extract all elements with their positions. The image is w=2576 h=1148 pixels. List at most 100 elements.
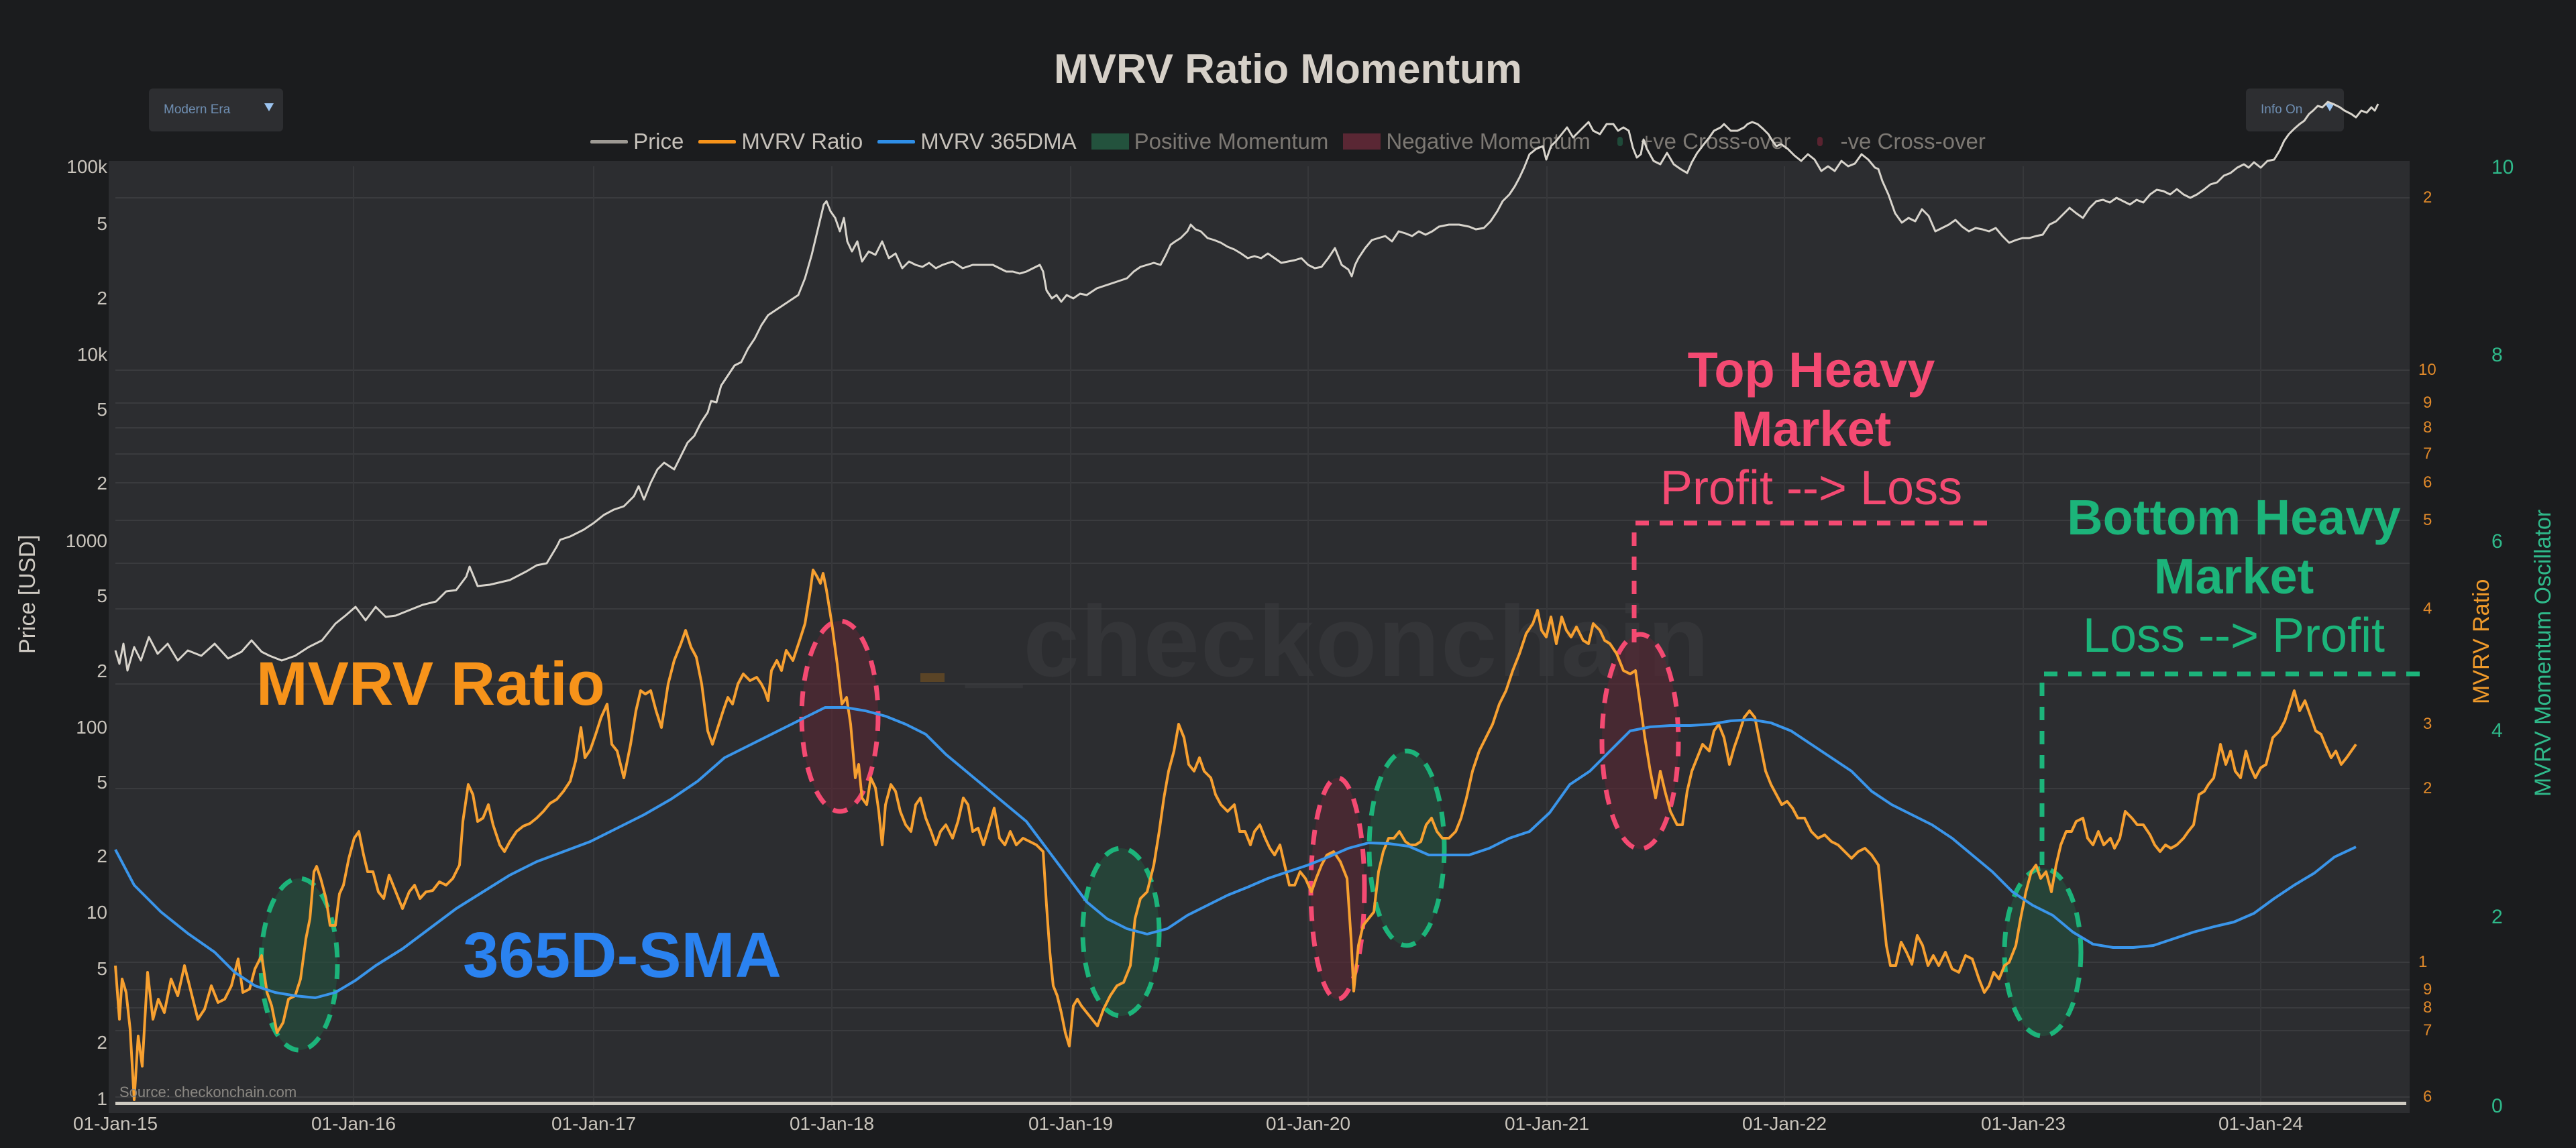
y-tick: 2 bbox=[97, 846, 107, 866]
chevron-down-icon bbox=[264, 103, 274, 111]
y-tick: 10 bbox=[86, 902, 107, 923]
y-tick: 5 bbox=[97, 772, 107, 793]
mvrv-axis-title: MVRV Ratio bbox=[2469, 579, 2494, 704]
y-tick: 2 bbox=[97, 288, 107, 308]
mvrv-tick: 2 bbox=[2423, 779, 2432, 797]
oscillator-tick: 0 bbox=[2491, 1095, 2503, 1117]
y-tick: 2 bbox=[97, 661, 107, 681]
y-tick: 2 bbox=[97, 1032, 107, 1053]
y-tick: 5 bbox=[97, 958, 107, 979]
y-tick: 5 bbox=[97, 585, 107, 606]
mvrv-tick: 7 bbox=[2423, 445, 2432, 463]
line-swatch-icon bbox=[590, 139, 629, 144]
box-swatch-icon bbox=[1343, 133, 1381, 150]
mvrv-tick: 9 bbox=[2423, 980, 2432, 998]
mvrv-tick: 5 bbox=[2423, 511, 2432, 529]
mvrv-tick: 6 bbox=[2423, 473, 2432, 492]
oscillator-tick: 10 bbox=[2491, 156, 2514, 178]
x-tick: 01-Jan-20 bbox=[1265, 1113, 1351, 1134]
line-swatch-icon bbox=[698, 139, 737, 144]
sma-annotation: 365D-SMA bbox=[463, 919, 782, 991]
mvrv-tick: 10 bbox=[2418, 361, 2436, 379]
legend-label: MVRV Ratio bbox=[741, 129, 863, 154]
y-tick: 100k bbox=[66, 156, 107, 177]
negative-momentum-ellipse bbox=[1599, 632, 1681, 852]
legend-label: +ve Cross-over bbox=[1640, 129, 1791, 154]
mvrv-tick: 3 bbox=[2423, 715, 2432, 733]
mvrv-tick: 1 bbox=[2418, 953, 2428, 971]
dot-swatch-icon bbox=[1617, 137, 1623, 146]
x-tick: 01-Jan-24 bbox=[2218, 1113, 2304, 1134]
top-heavy-annotation: Top Heavy Market Profit --> Loss bbox=[1610, 341, 2012, 518]
legend-item-mvrv-365dma[interactable]: MVRV 365DMA bbox=[877, 129, 1077, 154]
mvrv-ratio-line bbox=[114, 569, 2357, 1101]
x-tick: 01-Jan-15 bbox=[72, 1113, 158, 1134]
box-swatch-icon bbox=[1091, 133, 1129, 150]
oscillator-tick: 4 bbox=[2491, 720, 2503, 742]
oscillator-tick: 2 bbox=[2491, 906, 2503, 928]
y-tick: 1 bbox=[97, 1088, 107, 1109]
bottom-heavy-annotation: Bottom Heavy Market Loss --> Profit bbox=[2033, 488, 2435, 665]
x-tick: 01-Jan-17 bbox=[551, 1113, 637, 1134]
era-dropdown[interactable]: Modern Era bbox=[149, 89, 283, 131]
x-tick: 01-Jan-16 bbox=[311, 1113, 396, 1134]
bottom-heavy-title: Bottom Heavy bbox=[2067, 490, 2401, 545]
mvrv-tick: 8 bbox=[2423, 998, 2432, 1017]
info-dropdown-label: Info On bbox=[2261, 103, 2303, 117]
mvrv-ratio-annotation: MVRV Ratio bbox=[256, 650, 605, 718]
y-axis-title: Price [USD] bbox=[15, 534, 40, 654]
positive-momentum-ellipse bbox=[1366, 748, 1447, 948]
mvrv-365dma-line bbox=[114, 706, 2357, 999]
legend-item-mvrv-ratio[interactable]: MVRV Ratio bbox=[698, 129, 863, 154]
mvrv-tick: 7 bbox=[2423, 1021, 2432, 1039]
mvrv-tick: 6 bbox=[2423, 1088, 2432, 1106]
dot-swatch-icon bbox=[1817, 137, 1823, 146]
era-dropdown-label: Modern Era bbox=[164, 103, 231, 117]
mvrv-tick: 2 bbox=[2423, 188, 2432, 207]
y-tick: 1000 bbox=[65, 530, 107, 551]
top-heavy-subtitle: Profit --> Loss bbox=[1660, 461, 1963, 515]
top-heavy-bracket bbox=[1631, 520, 1989, 642]
y-tick: 5 bbox=[97, 213, 107, 234]
y-tick: 5 bbox=[97, 399, 107, 420]
oscillator-axis-title: MVRV Momentum Oscillator bbox=[2530, 509, 2556, 797]
legend-item-price[interactable]: Price bbox=[590, 129, 684, 154]
chevron-down-icon bbox=[2325, 103, 2334, 111]
negative-momentum-ellipse bbox=[799, 618, 881, 814]
oscillator-tick: 6 bbox=[2491, 530, 2503, 553]
positive-momentum-ellipse bbox=[258, 876, 340, 1053]
oscillator-baseline bbox=[115, 1102, 2406, 1105]
legend-item-positive-momentum[interactable]: Positive Momentum bbox=[1091, 129, 1329, 154]
legend-label: MVRV 365DMA bbox=[920, 129, 1077, 154]
y-tick: 10k bbox=[76, 344, 107, 365]
legend-item-pos-crossover[interactable]: +ve Cross-over bbox=[1605, 129, 1791, 154]
info-dropdown[interactable]: Info On bbox=[2246, 89, 2344, 131]
oscillator-tick: 8 bbox=[2491, 344, 2503, 366]
bottom-heavy-subtitle: Loss --> Profit bbox=[2082, 609, 2385, 663]
chart-title: MVRV Ratio Momentum bbox=[1053, 46, 1523, 93]
legend: Price MVRV Ratio MVRV 365DMA Positive Mo… bbox=[0, 129, 2576, 154]
mvrv-tick: 8 bbox=[2423, 418, 2432, 437]
source-label: Source: checkonchain.com bbox=[119, 1084, 297, 1100]
legend-item-neg-crossover[interactable]: -ve Cross-over bbox=[1805, 129, 1986, 154]
positive-momentum-ellipse bbox=[1080, 846, 1162, 1019]
legend-label: Positive Momentum bbox=[1134, 129, 1329, 154]
x-tick: 01-Jan-23 bbox=[1980, 1113, 2066, 1134]
x-tick: 01-Jan-18 bbox=[789, 1113, 875, 1134]
mvrv-tick: 9 bbox=[2423, 394, 2432, 412]
legend-label: Price bbox=[633, 129, 684, 154]
top-heavy-title: Market bbox=[1731, 401, 1892, 457]
bottom-heavy-bracket bbox=[2039, 671, 2422, 865]
bottom-heavy-title: Market bbox=[2153, 549, 2314, 604]
y-tick: 100 bbox=[76, 717, 107, 738]
price-line bbox=[114, 101, 2379, 672]
x-tick: 01-Jan-19 bbox=[1028, 1113, 1114, 1134]
line-swatch-icon bbox=[877, 139, 916, 144]
legend-label: -ve Cross-over bbox=[1840, 129, 1986, 154]
x-tick: 01-Jan-21 bbox=[1504, 1113, 1590, 1134]
mvrv-tick: 4 bbox=[2423, 599, 2432, 618]
x-tick: 01-Jan-22 bbox=[1741, 1113, 1827, 1134]
y-tick: 2 bbox=[97, 473, 107, 494]
top-heavy-title: Top Heavy bbox=[1687, 342, 1935, 398]
